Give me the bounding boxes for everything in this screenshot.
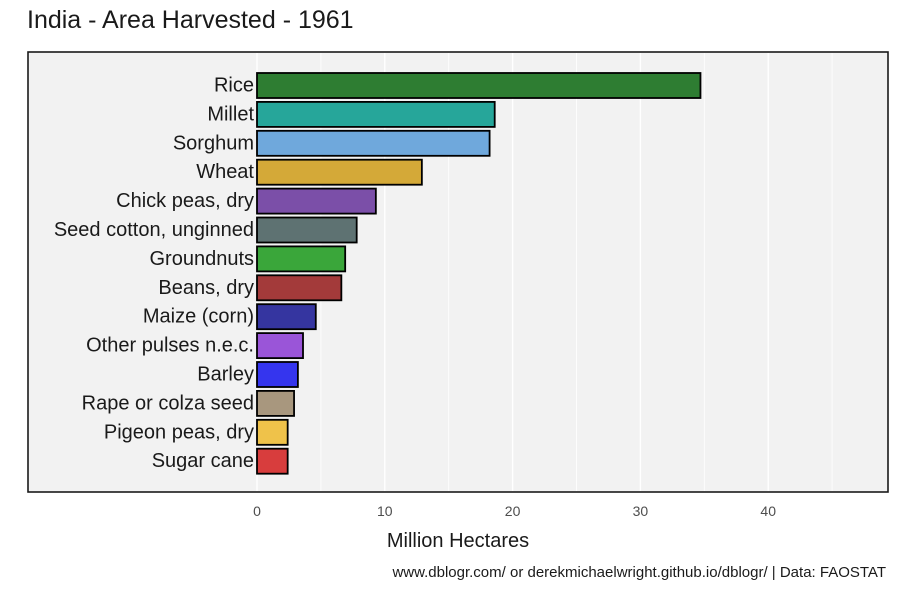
category-label: Pigeon peas, dry (104, 421, 254, 443)
category-label: Sorghum (173, 132, 254, 154)
category-label: Chick peas, dry (116, 190, 254, 212)
x-tick-label: 30 (633, 503, 649, 519)
bar (256, 361, 299, 388)
x-tick-label: 20 (505, 503, 521, 519)
bars (256, 72, 702, 475)
category-label: Barley (197, 364, 254, 386)
bar (256, 447, 289, 475)
x-axis-ticks: 0 10 20 30 40 (253, 503, 776, 519)
x-tick-label: 0 (253, 503, 261, 519)
category-label: Groundnuts (149, 248, 254, 270)
bar (256, 245, 347, 273)
bar (256, 129, 491, 157)
category-label: Beans, dry (158, 277, 254, 299)
bar (256, 216, 358, 244)
x-tick-label: 40 (760, 503, 776, 519)
category-label: Other pulses n.e.c. (86, 335, 254, 357)
data-source-caption: www.dblogr.com/ or derekmichaelwright.gi… (392, 564, 886, 581)
chart-title: India - Area Harvested - 1961 (27, 6, 354, 34)
category-labels: Rice Millet Sorghum Wheat Chick peas, dry See… (54, 75, 255, 473)
bar (256, 274, 343, 302)
bar (256, 332, 304, 360)
category-label: Wheat (196, 161, 254, 183)
category-label: Rice (214, 75, 254, 97)
x-tick-label: 10 (377, 503, 393, 519)
x-axis-title: Million Hectares (387, 530, 529, 552)
bar (256, 72, 702, 99)
bar (256, 303, 317, 331)
category-label: Millet (207, 103, 254, 125)
category-label: Sugar cane (152, 450, 254, 472)
bar (256, 389, 295, 417)
category-label: Maize (corn) (143, 306, 254, 328)
bar (256, 158, 423, 186)
category-label: Rape or colza seed (82, 392, 254, 414)
bar (256, 418, 289, 446)
bar (256, 101, 496, 128)
category-label: Seed cotton, unginned (54, 219, 254, 241)
bar (256, 187, 377, 215)
